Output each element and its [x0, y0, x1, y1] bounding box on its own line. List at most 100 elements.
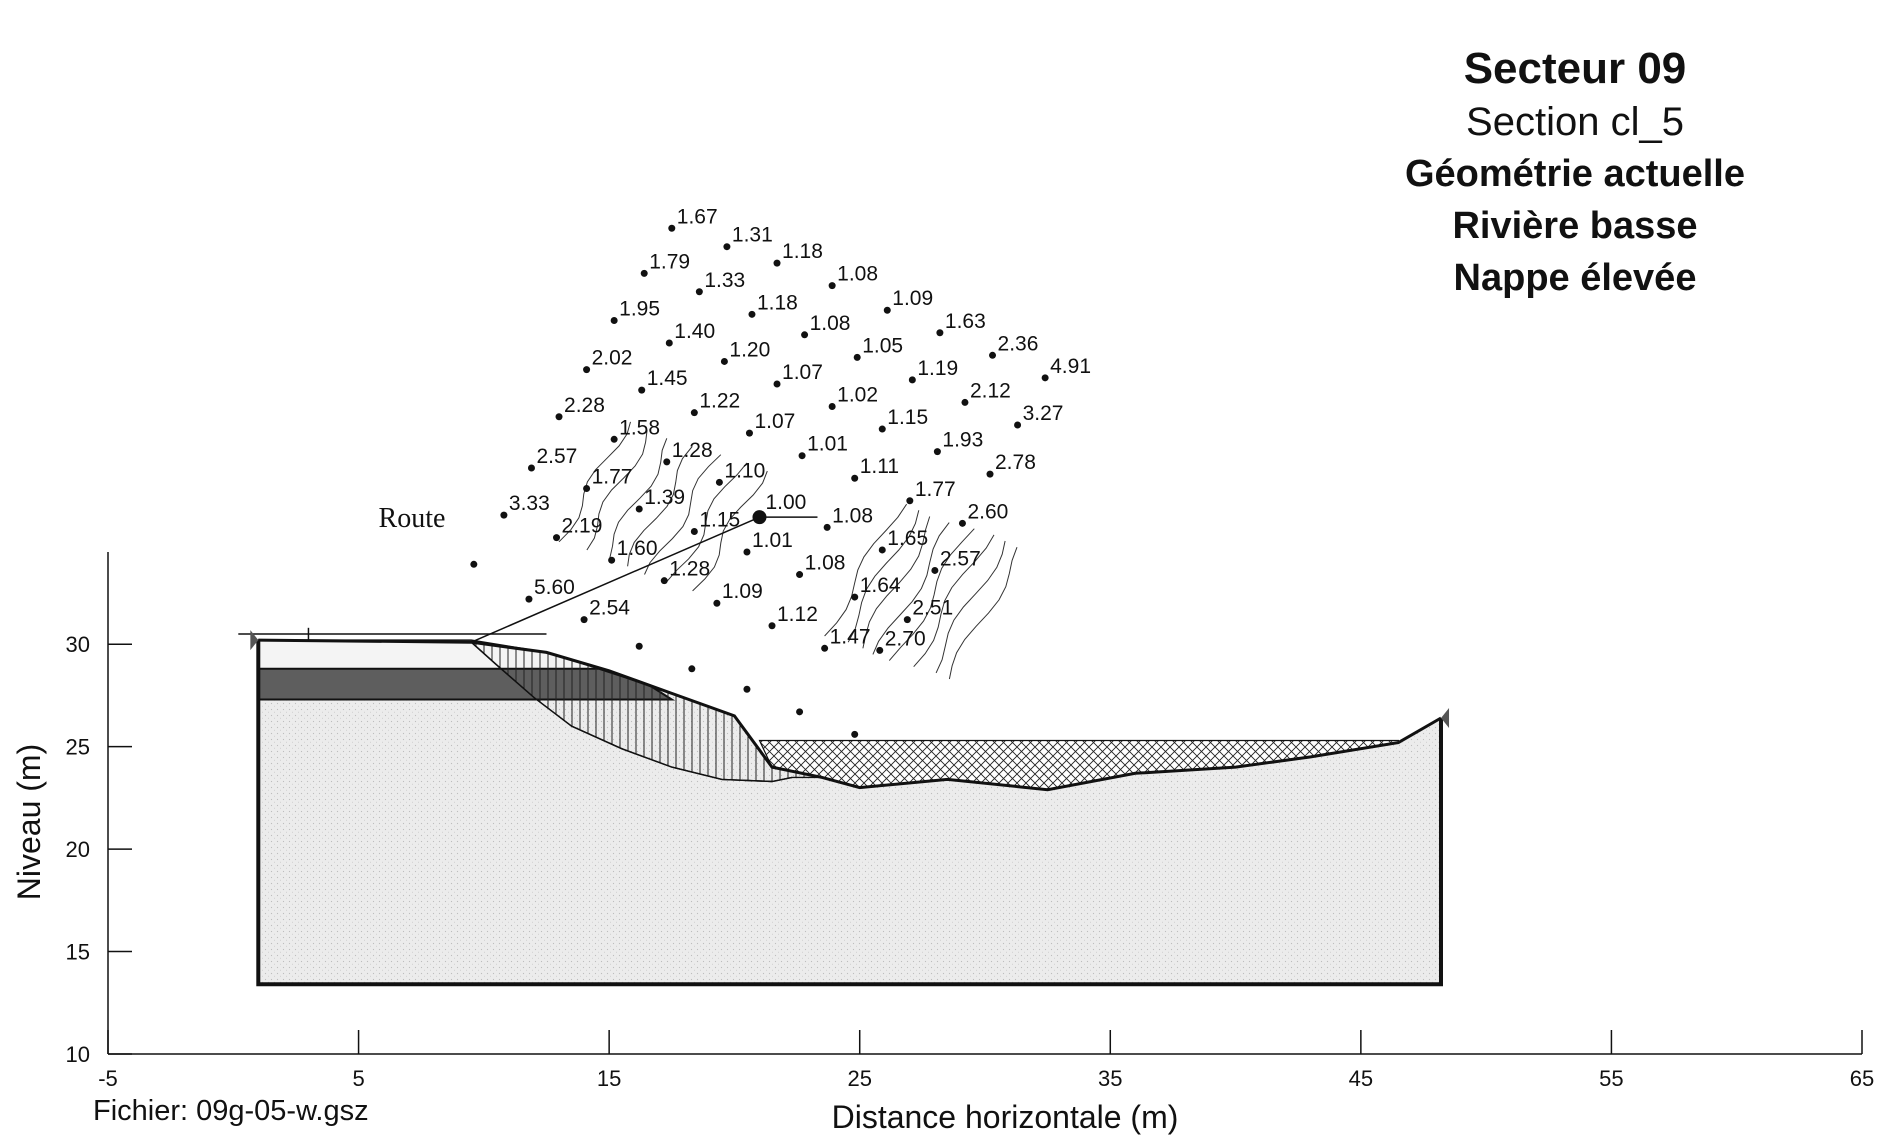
factor-label: 1.28 — [672, 439, 713, 462]
geometry-label: Géométrie actuelle — [1404, 153, 1746, 195]
slip-centre-point — [989, 351, 997, 359]
y-tick-label: 10 — [66, 1042, 90, 1067]
slip-centre-point — [851, 474, 859, 482]
slip-centre-point — [876, 646, 884, 654]
factor-label: 1.95 — [619, 297, 660, 320]
factor-label: 1.31 — [732, 224, 773, 247]
slip-centre-point — [688, 665, 696, 673]
factor-label: 5.60 — [534, 576, 575, 599]
axes: -5 5 15 25 35 45 55 65 10 15 20 25 30 — [66, 552, 1874, 1091]
slip-centre-point — [961, 398, 969, 406]
slip-centre-point — [906, 497, 914, 505]
factor-label: 2.78 — [995, 451, 1036, 474]
y-axis-label: Niveau (m) — [11, 744, 47, 900]
factor-contour — [586, 430, 648, 551]
factor-label: 1.63 — [945, 310, 986, 333]
slip-centre-point — [638, 386, 646, 394]
factor-label: 1.20 — [729, 338, 770, 361]
factor-label: 3.33 — [509, 492, 550, 515]
slip-centre-point — [933, 448, 941, 456]
factor-label: 2.54 — [589, 597, 630, 620]
factor-label: 1.18 — [782, 240, 823, 263]
factor-label: 2.57 — [536, 445, 577, 468]
slip-centre-point — [555, 413, 563, 421]
slip-centre-point — [823, 523, 831, 531]
chart-title: Secteur 09 — [1463, 44, 1687, 93]
factor-label: 2.60 — [967, 500, 1008, 523]
slip-centre-point — [668, 224, 676, 232]
factor-label: 1.08 — [837, 263, 878, 286]
critical-centre-point — [752, 510, 767, 525]
x-tick-label: 45 — [1349, 1066, 1373, 1091]
factor-label: 1.09 — [892, 287, 933, 310]
x-tick-label: 25 — [847, 1066, 871, 1091]
slip-centre-point — [768, 622, 776, 630]
slip-centre-point — [903, 616, 911, 624]
slip-centre-point — [640, 269, 648, 277]
slip-centre-point — [580, 616, 588, 624]
factor-label: 1.18 — [757, 291, 798, 314]
slip-centre-point — [713, 599, 721, 607]
slip-centre-point — [936, 329, 944, 337]
slip-centre-point — [608, 556, 616, 564]
critical-factor-label: 1.00 — [765, 491, 806, 514]
factor-label: 2.19 — [562, 515, 603, 538]
factor-label: 1.60 — [617, 537, 658, 560]
slip-centre-point — [931, 566, 939, 574]
factor-label: 3.27 — [1023, 402, 1064, 425]
factor-label: 1.01 — [752, 529, 793, 552]
slip-centre-point — [743, 685, 751, 693]
y-tick-label: 20 — [66, 837, 90, 862]
factor-label: 4.91 — [1050, 355, 1091, 378]
slip-centre-grid: 1.67 1.31 1.18 1.08 1.09 1.63 2.36 4.91 1.79 1.33… — [470, 205, 1091, 738]
soil-layers — [238, 627, 1450, 987]
factor-label: 1.47 — [830, 625, 871, 648]
factor-contour — [824, 503, 908, 637]
factor-label: 1.10 — [724, 459, 765, 482]
y-tick-label: 15 — [66, 940, 90, 965]
y-tick-label: 25 — [66, 735, 90, 760]
critical-radius — [471, 516, 760, 643]
slip-centre-point — [828, 403, 836, 411]
factor-label: 1.09 — [722, 580, 763, 603]
x-axis-label: Distance horizontale (m) — [832, 1099, 1179, 1135]
factor-contour — [644, 454, 722, 575]
slip-centre-point — [743, 548, 751, 556]
factor-label: 2.36 — [998, 332, 1039, 355]
factor-label: 1.02 — [837, 384, 878, 407]
slip-centre-point — [828, 282, 836, 290]
slip-centre-point — [878, 546, 886, 554]
x-tick-label: 65 — [1850, 1066, 1874, 1091]
slip-centre-point — [796, 571, 804, 579]
factor-contour — [665, 462, 748, 584]
factor-label: 1.93 — [942, 429, 983, 452]
slip-centre-point — [690, 409, 698, 417]
slip-centre-point — [1014, 421, 1022, 429]
factor-label: 2.57 — [940, 547, 981, 570]
factor-label: 1.07 — [754, 410, 795, 433]
slip-centre-point — [470, 560, 478, 568]
title-block: Secteur 09 Section cl_5 Géométrie actuel… — [1330, 42, 1820, 304]
slip-centre-point — [715, 478, 723, 486]
slip-centre-point — [660, 577, 668, 585]
slip-centre-point — [796, 708, 804, 716]
slip-centre-point — [745, 429, 753, 437]
x-tick-label: 35 — [1098, 1066, 1122, 1091]
slip-centre-point — [583, 366, 591, 374]
slip-centre-point — [883, 306, 891, 314]
factor-contour — [692, 470, 768, 592]
factor-label: 2.28 — [564, 394, 605, 417]
foundation-layer — [258, 640, 1441, 985]
factor-contour — [862, 516, 931, 649]
factor-label: 1.11 — [860, 455, 899, 478]
factor-label: 1.77 — [592, 465, 633, 488]
slip-centre-point — [723, 243, 731, 251]
model-boundary — [256, 640, 1443, 987]
slip-centre-point — [553, 534, 561, 542]
factor-label: 1.67 — [677, 205, 718, 228]
slip-centre-point — [720, 357, 728, 365]
factor-contour — [872, 522, 950, 655]
factor-contour — [558, 421, 631, 543]
factor-label: 2.02 — [592, 347, 633, 370]
slip-centre-point — [695, 288, 703, 296]
